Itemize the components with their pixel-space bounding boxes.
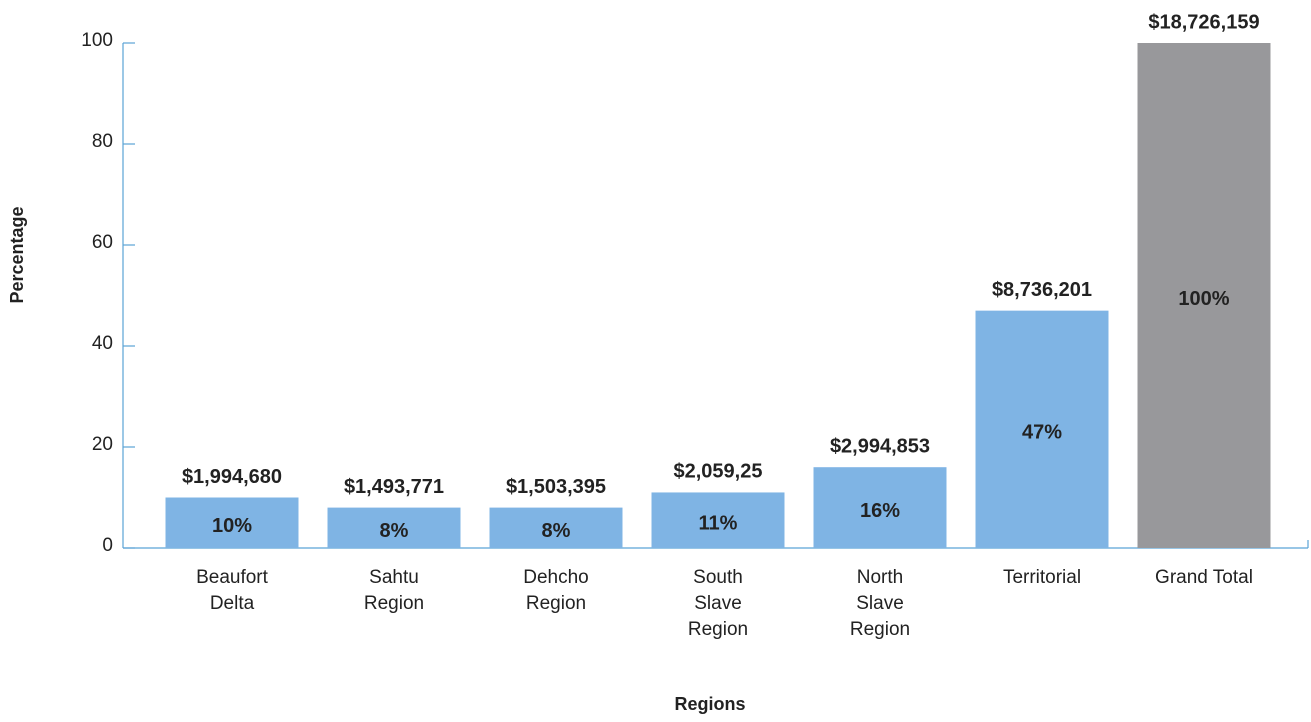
bar	[165, 497, 299, 548]
x-tick-label: Beaufort Delta	[196, 567, 269, 614]
amount-label: $2,059,25	[674, 461, 763, 483]
bar	[975, 310, 1109, 548]
x-tick-label: Dehcho Region	[523, 567, 589, 614]
x-tick-label: North Slave Region	[850, 567, 910, 640]
bar	[1137, 43, 1271, 548]
bar	[813, 467, 947, 548]
value-label: 10%	[212, 515, 252, 537]
amount-label: $8,736,201	[992, 279, 1092, 301]
value-label: 8%	[380, 520, 409, 542]
x-axis-label: Regions	[674, 694, 745, 714]
amount-label: $2,994,853	[830, 435, 930, 457]
x-tick-label: South Slave Region	[688, 567, 748, 640]
y-tick-label: 60	[92, 232, 113, 253]
x-tick-label: Territorial	[1003, 567, 1081, 588]
bar	[651, 492, 785, 548]
y-axis-label: Percentage	[7, 206, 27, 303]
amount-label: $1,503,395	[506, 476, 606, 498]
bar	[327, 507, 461, 548]
x-tick-label: Grand Total	[1155, 567, 1253, 588]
amount-label: $1,994,680	[182, 466, 282, 488]
y-tick-label: 80	[92, 131, 113, 152]
value-label: 47%	[1022, 422, 1062, 444]
value-label: 16%	[860, 500, 900, 522]
value-label: 11%	[699, 513, 738, 535]
x-tick-label: Sahtu Region	[364, 567, 424, 614]
y-tick-label: 40	[92, 333, 113, 354]
y-tick-label: 20	[92, 434, 113, 455]
bar	[489, 507, 623, 548]
value-label: 8%	[542, 520, 571, 542]
amount-label: $18,726,159	[1148, 11, 1259, 33]
amount-label: $1,493,771	[344, 476, 444, 498]
value-label: 100%	[1178, 288, 1229, 310]
y-tick-label: 100	[81, 30, 113, 51]
y-tick-label: 0	[102, 535, 113, 556]
